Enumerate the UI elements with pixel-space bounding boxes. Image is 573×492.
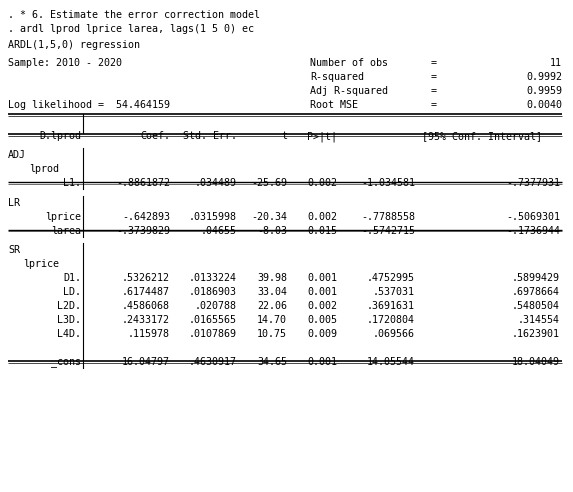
Text: _cons: _cons [51, 357, 81, 367]
Text: -.5742715: -.5742715 [361, 225, 415, 236]
Text: Log likelihood =  54.464159: Log likelihood = 54.464159 [8, 100, 170, 110]
Text: 22.06: 22.06 [257, 301, 287, 311]
Text: -20.34: -20.34 [251, 212, 287, 221]
Text: .0165565: .0165565 [189, 315, 237, 325]
Text: L3D.: L3D. [57, 315, 81, 325]
Text: -.5069301: -.5069301 [506, 212, 560, 221]
Text: . ardl lprod lprice larea, lags(1 5 0) ec: . ardl lprod lprice larea, lags(1 5 0) e… [8, 24, 254, 34]
Text: larea: larea [51, 225, 81, 236]
Text: .069566: .069566 [373, 329, 415, 339]
Text: =: = [431, 100, 437, 110]
Text: .6978664: .6978664 [512, 287, 560, 297]
Text: 0.001: 0.001 [307, 357, 337, 367]
Text: .5899429: .5899429 [512, 273, 560, 283]
Text: .115978: .115978 [128, 329, 170, 339]
Text: R-squared: R-squared [310, 72, 364, 82]
Text: =: = [431, 72, 437, 82]
Text: -.1736944: -.1736944 [506, 225, 560, 236]
Text: 0.002: 0.002 [307, 212, 337, 221]
Text: 39.98: 39.98 [257, 273, 287, 283]
Text: lprice: lprice [23, 259, 59, 269]
Text: lprod: lprod [29, 164, 59, 174]
Text: ARDL(1,5,0) regression: ARDL(1,5,0) regression [8, 40, 140, 50]
Text: .0107869: .0107869 [189, 329, 237, 339]
Text: Root MSE: Root MSE [310, 100, 358, 110]
Text: .04655: .04655 [201, 225, 237, 236]
Text: .1623901: .1623901 [512, 329, 560, 339]
Text: .6174487: .6174487 [122, 287, 170, 297]
Text: 0.001: 0.001 [307, 273, 337, 283]
Text: SR: SR [8, 245, 20, 255]
Text: 10.75: 10.75 [257, 329, 287, 339]
Text: .5326212: .5326212 [122, 273, 170, 283]
Text: .314554: .314554 [518, 315, 560, 325]
Text: . * 6. Estimate the error correction model: . * 6. Estimate the error correction mod… [8, 10, 260, 20]
Text: 33.04: 33.04 [257, 287, 287, 297]
Text: L1.: L1. [63, 178, 81, 188]
Text: -8.03: -8.03 [257, 225, 287, 236]
Text: 14.70: 14.70 [257, 315, 287, 325]
Text: -.7377931: -.7377931 [506, 178, 560, 188]
Text: .0186903: .0186903 [189, 287, 237, 297]
Text: 0.009: 0.009 [307, 329, 337, 339]
Text: =: = [431, 58, 437, 68]
Text: P>|t|: P>|t| [307, 131, 337, 142]
Text: .5480504: .5480504 [512, 301, 560, 311]
Text: [95% Conf. Interval]: [95% Conf. Interval] [422, 131, 542, 141]
Text: -.642893: -.642893 [122, 212, 170, 221]
Text: D.lprod: D.lprod [39, 131, 81, 141]
Text: 14.05544: 14.05544 [367, 357, 415, 367]
Text: LD.: LD. [63, 287, 81, 297]
Text: 0.002: 0.002 [307, 178, 337, 188]
Text: .4586068: .4586068 [122, 301, 170, 311]
Text: 0.015: 0.015 [307, 225, 337, 236]
Text: .0315998: .0315998 [189, 212, 237, 221]
Text: 34.65: 34.65 [257, 357, 287, 367]
Text: .2433172: .2433172 [122, 315, 170, 325]
Text: -.8861872: -.8861872 [116, 178, 170, 188]
Text: L2D.: L2D. [57, 301, 81, 311]
Text: =: = [431, 86, 437, 96]
Text: LR: LR [8, 197, 20, 208]
Text: -1.034581: -1.034581 [361, 178, 415, 188]
Text: 11: 11 [550, 58, 562, 68]
Text: 0.9959: 0.9959 [526, 86, 562, 96]
Text: lprice: lprice [45, 212, 81, 221]
Text: ADJ: ADJ [8, 150, 26, 160]
Text: .3691631: .3691631 [367, 301, 415, 311]
Text: Number of obs: Number of obs [310, 58, 388, 68]
Text: .4752995: .4752995 [367, 273, 415, 283]
Text: .020788: .020788 [195, 301, 237, 311]
Text: t: t [281, 131, 287, 141]
Text: -.3739829: -.3739829 [116, 225, 170, 236]
Text: .1720804: .1720804 [367, 315, 415, 325]
Text: .034489: .034489 [195, 178, 237, 188]
Text: .537031: .537031 [373, 287, 415, 297]
Text: 18.04049: 18.04049 [512, 357, 560, 367]
Text: -.7788558: -.7788558 [361, 212, 415, 221]
Text: L4D.: L4D. [57, 329, 81, 339]
Text: 0.001: 0.001 [307, 287, 337, 297]
Text: 0.9992: 0.9992 [526, 72, 562, 82]
Text: .4630917: .4630917 [189, 357, 237, 367]
Text: 0.002: 0.002 [307, 301, 337, 311]
Text: 0.005: 0.005 [307, 315, 337, 325]
Text: Adj R-squared: Adj R-squared [310, 86, 388, 96]
Text: .0133224: .0133224 [189, 273, 237, 283]
Text: Coef.: Coef. [140, 131, 170, 141]
Text: Sample: 2010 - 2020: Sample: 2010 - 2020 [8, 58, 122, 68]
Text: Std. Err.: Std. Err. [183, 131, 237, 141]
Text: -25.69: -25.69 [251, 178, 287, 188]
Text: 0.0040: 0.0040 [526, 100, 562, 110]
Text: D1.: D1. [63, 273, 81, 283]
Text: 16.04797: 16.04797 [122, 357, 170, 367]
